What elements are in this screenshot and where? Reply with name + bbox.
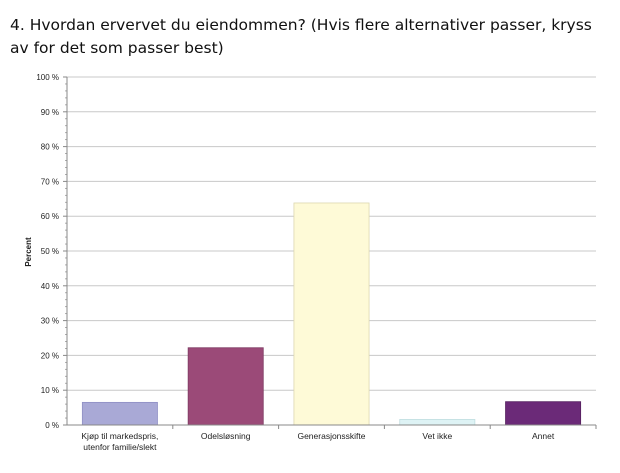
- x-category-label: Vet ikke: [422, 431, 452, 441]
- y-tick-label: 50 %: [41, 247, 59, 256]
- bar: [187, 347, 264, 426]
- y-tick-label: 100 %: [36, 73, 59, 82]
- y-tick-label: 40 %: [41, 282, 59, 291]
- x-category-labels: Kjøp til markedspris, utenfor familie/sle…: [81, 431, 554, 452]
- bar: [399, 419, 476, 426]
- bar: [505, 401, 582, 426]
- y-tick-label: 90 %: [41, 108, 59, 117]
- x-category-label-line: Vet ikke: [422, 431, 452, 441]
- x-category-label-line: Generasjonsskifte: [297, 431, 365, 441]
- y-tick-label: 20 %: [41, 351, 59, 360]
- x-category-label-line: Kjøp til markedspris,: [81, 431, 158, 441]
- y-tick-label: 10 %: [41, 386, 59, 395]
- x-category-label: Annet: [532, 431, 555, 441]
- x-category-label: Odelsløsning: [201, 431, 251, 441]
- chart-title: 4. Hvordan ervervet du eiendommen? (Hvis…: [10, 16, 592, 57]
- gridlines: [67, 76, 596, 391]
- y-tick-label: 70 %: [41, 177, 59, 186]
- bar: [293, 202, 370, 426]
- x-category-label-line: utenfor familie/slekt: [83, 442, 157, 452]
- bar: [81, 401, 158, 426]
- x-category-label: Kjøp til markedspris, utenfor familie/sle…: [81, 431, 158, 452]
- y-axis-title: Percent: [24, 237, 33, 267]
- y-tick-label: 60 %: [41, 212, 59, 221]
- x-category-label-line: Odelsløsning: [201, 431, 251, 441]
- y-tick-labels: 0 % 10 % 20 % 30 % 40 % 50 % 60 % 70 % 80 % 90 % 1…: [36, 73, 59, 430]
- bars: [81, 202, 582, 426]
- x-category-label-line: Annet: [532, 431, 555, 441]
- y-tick-label: 80 %: [41, 143, 59, 152]
- x-category-label: Generasjonsskifte: [297, 431, 365, 441]
- y-tick-label: 0 %: [45, 421, 59, 430]
- y-tick-label: 30 %: [41, 317, 59, 326]
- axes: [63, 76, 597, 429]
